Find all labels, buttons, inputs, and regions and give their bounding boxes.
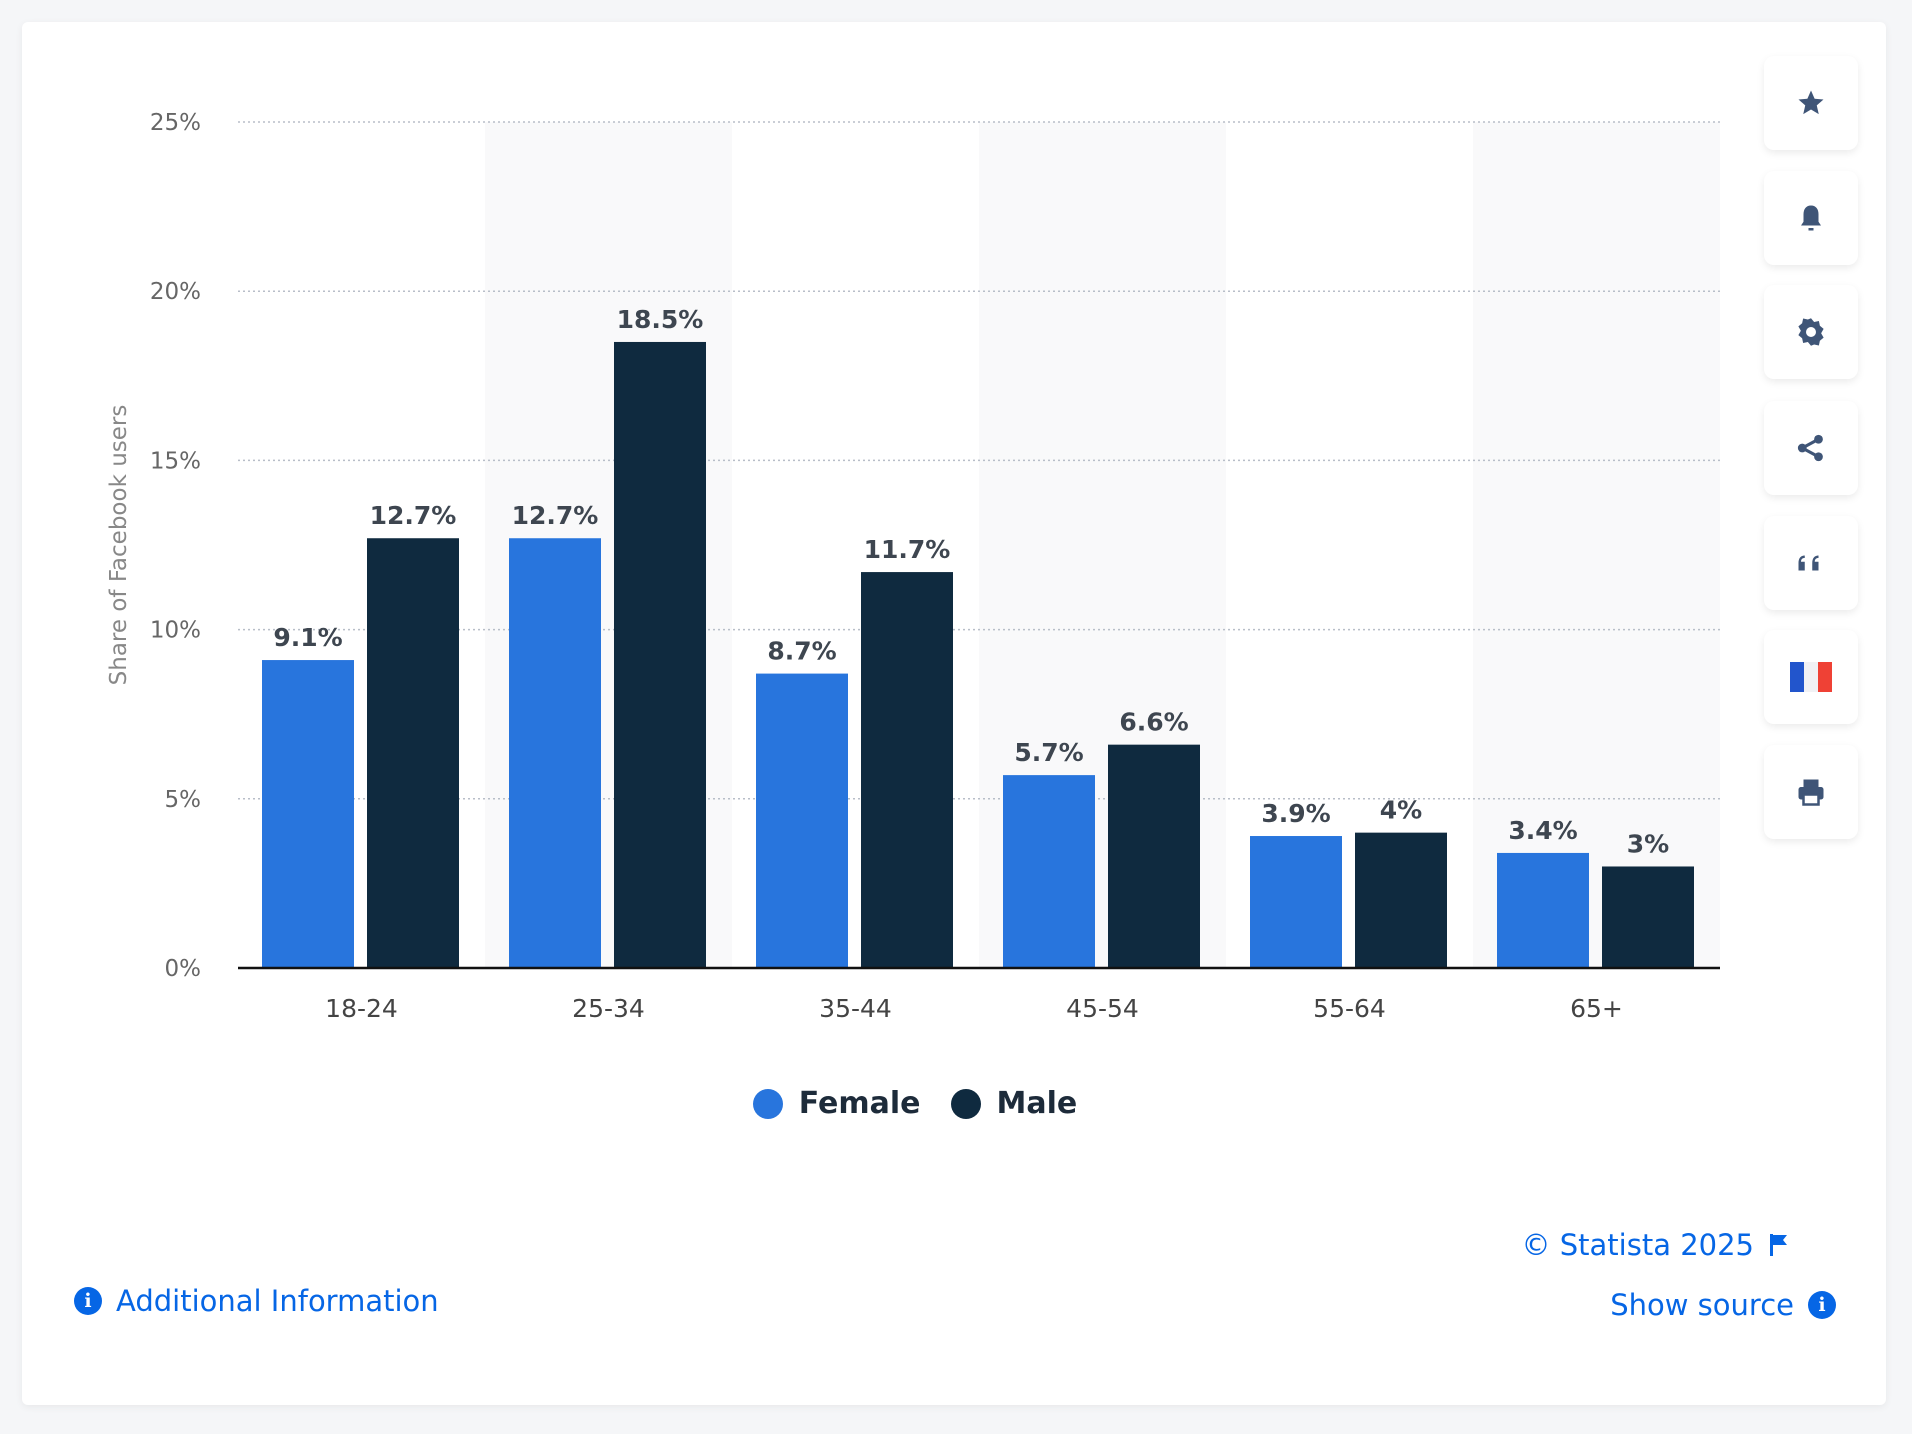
bar-male[interactable] [1108,744,1200,968]
legend-item-female[interactable]: Female [752,1086,921,1121]
category-band [1473,122,1720,968]
legend-item-male[interactable]: Male [950,1086,1078,1121]
y-tick-label: 25% [150,110,201,136]
bar-male[interactable] [1602,866,1694,968]
y-tick-label: 0% [165,956,202,982]
show-source-link[interactable]: Show source i [1610,1288,1836,1322]
x-tick-label: 18-24 [325,994,398,1023]
quote-icon [1798,555,1819,571]
info-icon: i [74,1287,102,1315]
print-icon [1798,779,1824,806]
flag-icon [1770,1234,1787,1256]
bar-female[interactable] [1250,836,1342,968]
french-flag-icon [1790,662,1832,692]
bar-female[interactable] [262,660,354,968]
y-tick-label: 10% [150,618,201,644]
additional-information-text: Additional Information [116,1284,439,1318]
bar-female[interactable] [509,538,601,968]
info-icon: i [1808,1291,1836,1319]
x-tick-label: 35-44 [819,994,892,1023]
bar-female[interactable] [756,673,848,968]
bar-male[interactable] [367,538,459,968]
y-axis-title: Share of Facebook users [106,405,132,686]
star-icon [1798,90,1824,115]
x-tick-label: 25-34 [572,994,645,1023]
y-tick-label: 15% [150,448,201,474]
print-button[interactable] [1764,745,1858,839]
data-label: 12.7% [370,501,457,530]
favorite-button[interactable] [1764,56,1858,150]
y-tick-label: 20% [150,279,201,305]
bar-female[interactable] [1003,775,1095,968]
settings-button[interactable] [1764,285,1858,379]
x-tick-label: 65+ [1570,994,1623,1023]
language-button[interactable] [1764,630,1858,724]
share-button[interactable] [1764,401,1858,495]
legend-label: Female [798,1086,921,1121]
data-label: 9.1% [273,623,342,652]
data-label: 3.4% [1508,816,1577,845]
additional-information-link[interactable]: i Additional Information [74,1284,439,1318]
female-swatch [752,1088,783,1119]
x-tick-label: 45-54 [1066,994,1139,1023]
data-label: 3.9% [1261,799,1330,828]
bar-male[interactable] [861,572,953,968]
copyright-link[interactable]: © Statista 2025 [1522,1228,1790,1262]
cite-button[interactable] [1764,516,1858,610]
data-label: 4% [1380,796,1422,825]
data-label: 8.7% [767,637,836,666]
share-icon [1797,434,1823,462]
data-label: 11.7% [864,535,951,564]
gear-icon [1798,318,1824,346]
x-tick-label: 55-64 [1313,994,1386,1023]
data-label: 5.7% [1014,738,1083,767]
data-label: 6.6% [1119,708,1188,737]
copyright-text: © Statista 2025 [1521,1228,1754,1262]
legend: Female Male [0,1086,1830,1121]
notification-button[interactable] [1764,171,1858,265]
show-source-text: Show source [1610,1288,1794,1322]
data-label: 12.7% [512,501,599,530]
data-label: 3% [1627,829,1669,858]
bar-male[interactable] [614,341,706,969]
bell-icon [1801,205,1821,231]
y-tick-label: 5% [165,787,202,813]
data-label: 18.5% [617,305,704,334]
male-swatch [950,1088,981,1119]
legend-label: Male [996,1086,1078,1121]
bar-male[interactable] [1355,832,1447,968]
bar-female[interactable] [1497,852,1589,968]
